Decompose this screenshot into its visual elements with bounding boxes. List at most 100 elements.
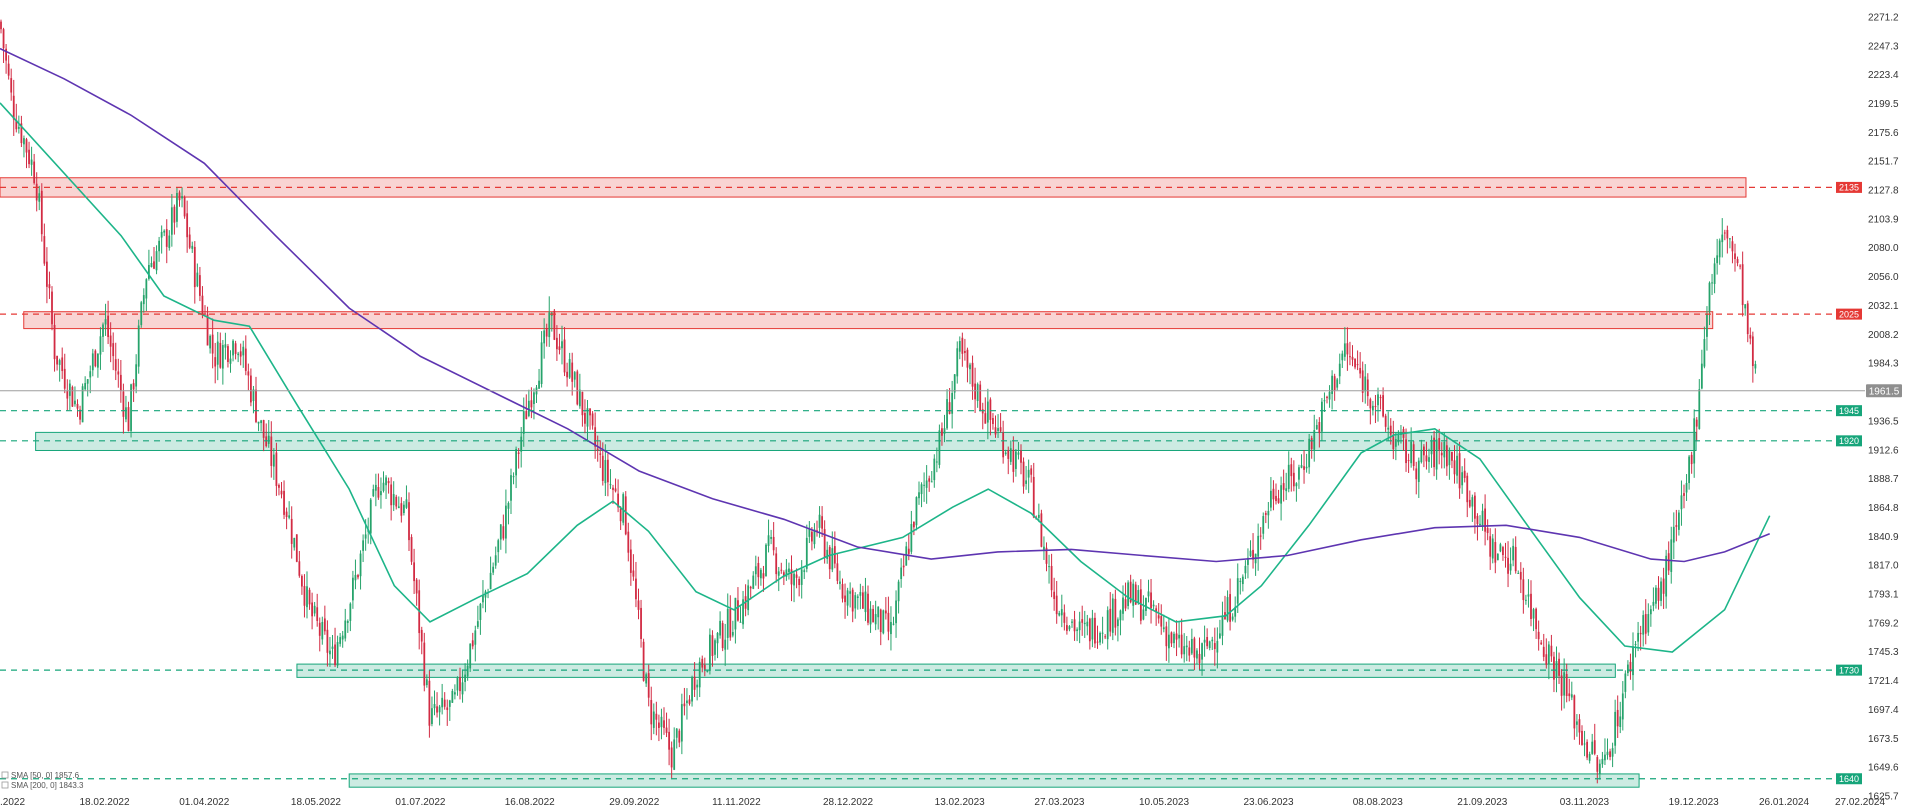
candle-body: [469, 643, 472, 669]
candle-body: [1099, 632, 1101, 643]
candle-body: [405, 499, 408, 508]
candle-body: [737, 600, 739, 621]
candle-body: [543, 330, 546, 344]
candle-body: [619, 508, 622, 522]
candle-body: [826, 549, 829, 560]
candle-body: [359, 553, 362, 577]
candle-body: [933, 458, 936, 481]
candle-body: [839, 581, 841, 584]
candle-body: [68, 383, 71, 396]
candle-body: [1479, 523, 1481, 526]
candle-body: [1632, 646, 1634, 676]
candle-body: [629, 549, 632, 573]
candle-body: [1532, 609, 1535, 619]
candle-body: [464, 674, 466, 683]
x-tick-label: 16.08.2022: [505, 797, 555, 808]
candle-body: [482, 595, 484, 603]
candle-body: [816, 530, 818, 532]
candle-body: [339, 637, 342, 644]
candle-body: [1017, 452, 1020, 455]
candle-body: [884, 610, 887, 614]
candle-body: [943, 428, 946, 434]
candle-body: [1150, 592, 1152, 609]
candle-body: [760, 569, 762, 579]
candle-body: [1660, 581, 1662, 601]
candle-body: [1675, 525, 1678, 527]
candle-body: [874, 614, 877, 625]
candle-body: [1690, 454, 1693, 465]
x-tick-label: 26.01.2024: [1759, 797, 1809, 808]
candle-body: [1535, 608, 1537, 630]
y-tick-label: 2247.3: [1868, 41, 1899, 52]
candle-body: [244, 348, 247, 371]
x-tick-label: 01.07.2022: [395, 797, 445, 808]
candle-body: [443, 699, 446, 707]
candle-body: [441, 697, 444, 708]
candle-body: [1122, 597, 1124, 614]
candle-body: [1614, 711, 1617, 746]
candle-body: [303, 586, 306, 606]
candle-body: [1088, 618, 1091, 642]
candle-body: [1078, 621, 1081, 631]
last-price-label: 1961.5: [1869, 386, 1900, 397]
candle-body: [25, 139, 28, 153]
candle-body: [12, 95, 15, 120]
candle-body: [1611, 748, 1614, 757]
x-tick-label: 23.06.2023: [1243, 797, 1293, 808]
y-tick-label: 1840.9: [1868, 532, 1899, 543]
y-tick-label: 2056.0: [1868, 272, 1899, 283]
candle-body: [660, 716, 663, 728]
candle-body: [459, 676, 461, 692]
candle-body: [561, 341, 563, 349]
candle-body: [15, 119, 18, 130]
candle-body: [290, 518, 293, 544]
candle-body: [548, 312, 551, 338]
legend-icon: [1, 771, 9, 779]
candle-body: [1313, 430, 1316, 450]
candle-body: [1377, 394, 1379, 406]
candle-body: [1461, 472, 1464, 486]
candle-body: [989, 399, 992, 420]
candle-body: [1117, 619, 1119, 627]
candle-body: [1321, 401, 1323, 432]
candle-body: [1055, 595, 1058, 615]
candle-body: [1264, 513, 1267, 515]
candle-body: [1537, 631, 1540, 640]
y-tick-label: 1745.3: [1868, 647, 1899, 658]
x-tick-label: 05.01.2022: [0, 797, 25, 808]
candle-body: [295, 534, 298, 562]
candle-body: [392, 494, 395, 506]
candle-body: [1134, 584, 1137, 605]
candle-body: [1558, 658, 1560, 676]
candle-body: [589, 408, 591, 416]
candle-body: [1407, 460, 1410, 462]
candle-body: [178, 192, 181, 201]
candle-body: [1012, 449, 1015, 472]
candle-body: [403, 504, 405, 514]
candle-body: [747, 585, 750, 611]
candle-body: [1445, 445, 1448, 467]
candle-body: [311, 602, 313, 617]
candle-body: [181, 196, 183, 199]
candle-body: [1591, 741, 1594, 754]
candle-body: [1198, 653, 1201, 664]
candle-body: [1234, 606, 1237, 617]
candle-body: [1208, 641, 1211, 649]
candle-body: [1086, 621, 1089, 627]
candle-body: [1542, 646, 1545, 657]
candle-body: [1729, 238, 1731, 240]
candle-body: [754, 566, 757, 575]
candle-body: [599, 453, 602, 455]
candle-body: [1310, 438, 1313, 449]
candle-body: [1458, 453, 1461, 489]
candle-body: [1486, 528, 1489, 534]
candle-body: [665, 727, 668, 733]
candle-body: [897, 581, 900, 602]
candle-body: [1323, 400, 1326, 402]
candle-body: [941, 428, 943, 436]
candle-body: [397, 506, 400, 509]
level-layer: 2135 2025 1945 1920 1730 1640: [0, 181, 1865, 785]
candle-body: [851, 589, 854, 612]
candle-body: [1270, 490, 1272, 508]
